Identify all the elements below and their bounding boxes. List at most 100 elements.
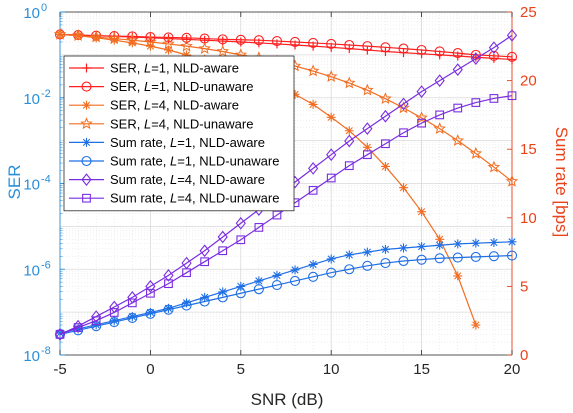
data-point	[488, 41, 500, 55]
data-point	[180, 39, 193, 52]
legend-item: Sum rate, L=4, NLD-unaware	[69, 191, 279, 206]
data-point	[488, 251, 499, 262]
data-point	[488, 50, 499, 61]
x-tick-label: -5	[53, 361, 66, 378]
data-point	[53, 27, 67, 40]
data-point	[218, 287, 228, 297]
data-point	[146, 288, 155, 298]
data-point	[362, 142, 372, 152]
data-point	[398, 43, 409, 54]
data-point	[126, 33, 139, 46]
data-point	[182, 50, 192, 60]
data-point	[507, 91, 517, 101]
data-point	[344, 264, 355, 275]
data-point	[236, 235, 246, 245]
data-point	[470, 49, 481, 60]
data-point	[272, 210, 282, 220]
data-point	[344, 126, 354, 136]
data-point	[236, 281, 246, 291]
data-point	[326, 173, 336, 183]
data-point	[344, 250, 354, 260]
data-point	[71, 29, 85, 42]
data-point	[200, 257, 210, 267]
legend-marker	[82, 100, 91, 110]
x-axis-title: SNR (dB)	[251, 390, 324, 409]
data-point	[306, 64, 320, 77]
data-point	[416, 254, 427, 265]
data-point	[144, 35, 157, 48]
left-tick-label: 10	[23, 177, 40, 194]
data-point	[362, 260, 373, 271]
data-point	[380, 244, 390, 254]
data-point	[217, 292, 228, 303]
data-point	[380, 258, 391, 269]
data-point	[308, 37, 319, 48]
legend-item: SER, L=1, NLD-aware	[69, 61, 239, 76]
left-tick-label: 10	[23, 91, 40, 108]
data-point	[506, 28, 518, 42]
data-point	[109, 308, 119, 317]
data-point	[55, 330, 65, 339]
data-point	[289, 36, 301, 48]
data-point	[435, 240, 445, 250]
legend-label: SER, L=1, NLD-unaware	[110, 79, 253, 94]
data-point	[73, 324, 83, 334]
data-point	[398, 255, 409, 267]
legend-marker	[82, 193, 91, 203]
data-point	[451, 134, 465, 146]
data-point	[471, 320, 481, 330]
data-point	[145, 308, 156, 319]
legend-marker	[81, 155, 92, 167]
data-point	[452, 48, 463, 59]
left-tick-exponent: -6	[41, 259, 51, 271]
data-point	[199, 296, 210, 307]
data-point	[506, 51, 518, 62]
left-tick-exponent: -2	[41, 88, 51, 100]
data-point	[417, 118, 426, 128]
data-point	[326, 38, 337, 49]
data-point	[362, 122, 373, 136]
data-point	[181, 300, 192, 311]
data-point	[380, 109, 391, 123]
data-point	[289, 275, 301, 286]
legend: SER, L=1, NLD-aware SER, L=1, NLD-unaware…	[63, 55, 295, 212]
x-tick-label: 5	[237, 361, 245, 378]
data-point	[235, 34, 246, 45]
data-point	[216, 44, 229, 57]
data-point	[343, 76, 356, 89]
data-point	[417, 242, 427, 252]
data-point	[471, 238, 481, 248]
data-point	[127, 312, 137, 322]
data-point	[362, 41, 373, 52]
data-point	[505, 174, 519, 187]
data-point	[415, 111, 428, 124]
data-point	[164, 279, 173, 289]
data-point	[163, 32, 174, 43]
data-point	[434, 46, 445, 57]
data-point	[145, 307, 155, 317]
data-point	[181, 32, 192, 43]
legend-label: Sum rate, L=4, NLD-aware	[110, 172, 265, 187]
left-tick-label: 10	[23, 5, 40, 22]
data-point	[145, 41, 155, 51]
x-tick-label: 20	[504, 361, 521, 378]
data-point	[253, 35, 264, 46]
data-point	[182, 268, 191, 278]
data-point	[163, 304, 174, 315]
data-point	[362, 247, 372, 257]
legend-item: SER, L=4, NLD-unaware	[69, 116, 253, 131]
data-point	[254, 276, 264, 286]
legend-marker	[80, 117, 93, 130]
right-axis-title: Sum rate [bps]	[552, 127, 571, 238]
data-point	[398, 97, 409, 111]
data-point	[489, 237, 499, 247]
data-point	[217, 230, 228, 244]
data-point	[379, 92, 392, 105]
data-point	[361, 83, 374, 96]
legend-label: Sum rate, L=1, NLD-aware	[110, 135, 265, 150]
x-tick-label: 15	[413, 361, 430, 378]
data-point	[235, 288, 246, 299]
legend-label: SER, L=1, NLD-aware	[110, 61, 239, 76]
data-point	[290, 265, 300, 275]
